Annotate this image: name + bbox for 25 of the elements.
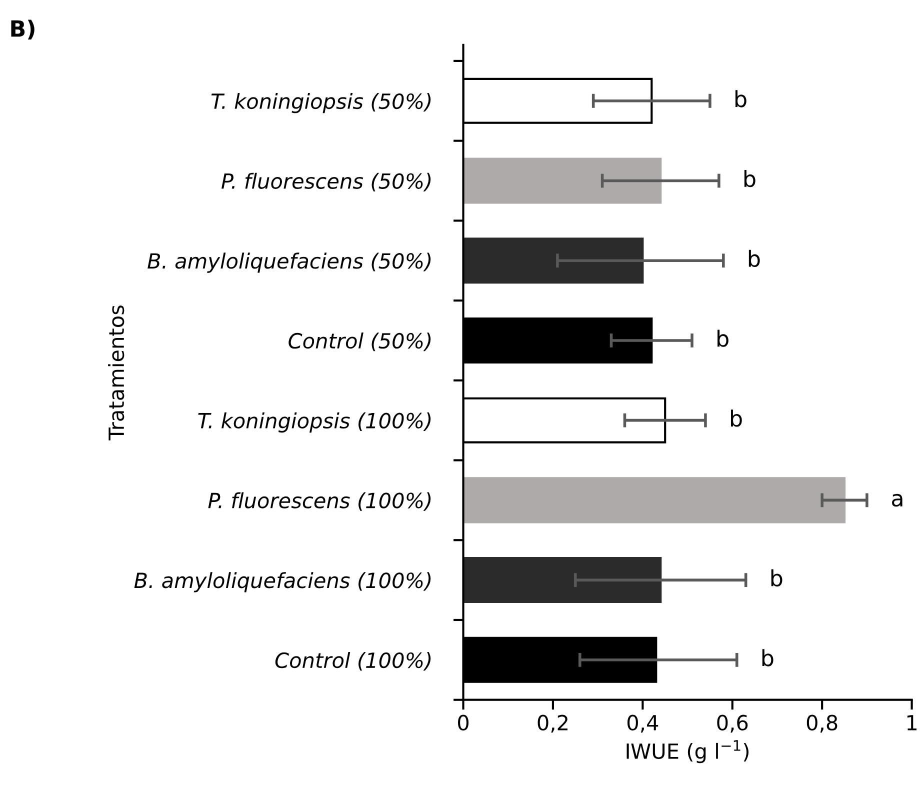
x-tick-label: 1 bbox=[907, 715, 916, 730]
y-tick-label: B. amyloliquefaciens (100%) bbox=[134, 572, 431, 592]
annotation: b bbox=[771, 569, 782, 586]
x-tick-label: 0,6 bbox=[717, 714, 748, 733]
y-tick-label: P. fluorescens (50%) bbox=[222, 172, 431, 192]
y-tick-label: B. amyloliquefaciens (50%) bbox=[148, 252, 431, 273]
annotation: b bbox=[744, 170, 756, 188]
y-tick-label: Control (100%) bbox=[275, 652, 431, 671]
text: B) bbox=[11, 20, 34, 40]
x-tick-label: 0,8 bbox=[806, 714, 838, 733]
x-tick-label: 0,2 bbox=[538, 714, 568, 733]
y-tick-label: P. fluorescens (100%) bbox=[208, 492, 431, 511]
x-tick-label: 0 bbox=[458, 714, 469, 731]
y-axis-title: Tratamientos bbox=[108, 306, 124, 440]
x-tick-label: 0,4 bbox=[627, 714, 658, 733]
y-tick-label: T. koningiopsis (100%) bbox=[198, 412, 431, 433]
annotation: b bbox=[730, 410, 742, 427]
y-tick-label: T. koningiopsis (50%) bbox=[211, 92, 431, 114]
annotation: a bbox=[892, 494, 902, 507]
y-tick-label: Control (50%) bbox=[288, 332, 431, 352]
annotation: b bbox=[748, 250, 760, 268]
annotation: b bbox=[718, 330, 728, 347]
annotation: b bbox=[735, 90, 746, 108]
x-axis-title: IWUE (g l$^{−1}$) bbox=[626, 740, 748, 764]
annotation: b bbox=[762, 649, 774, 666]
